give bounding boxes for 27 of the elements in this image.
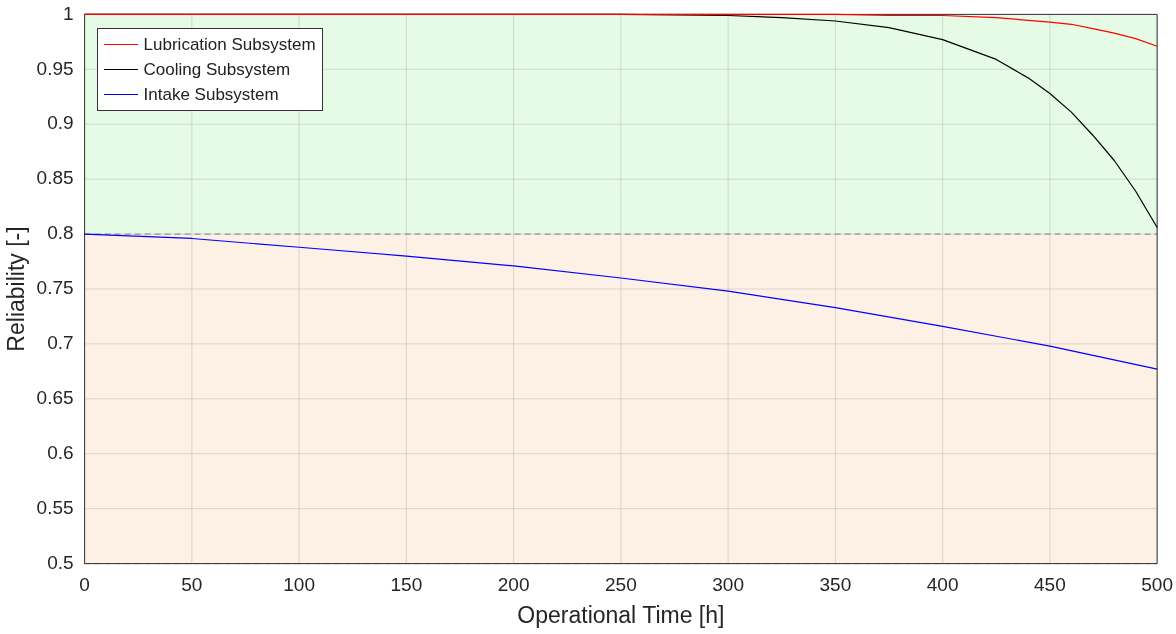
- y-axis-title: Reliability [-]: [3, 226, 30, 352]
- legend-label: Lubrication Subsystem: [143, 34, 316, 55]
- x-tick-label: 350: [819, 574, 852, 596]
- x-tick-label: 500: [1141, 574, 1173, 596]
- legend-label: Cooling Subsystem: [143, 59, 291, 80]
- x-tick-label: 250: [605, 574, 637, 596]
- x-tick-label: 450: [1034, 574, 1066, 596]
- x-tick-label: 100: [283, 574, 315, 596]
- y-tick-label: 0.6: [47, 441, 74, 463]
- y-tick-label: 0.75: [36, 277, 74, 299]
- y-tick-label: 0.55: [36, 496, 74, 518]
- y-tick-label: 0.5: [47, 551, 74, 573]
- y-tick-label: 0.85: [36, 167, 74, 189]
- y-tick-label: 0.8: [47, 222, 74, 244]
- legend-label: Intake Subsystem: [143, 84, 279, 105]
- x-tick-label: 50: [181, 574, 203, 596]
- y-tick-label: 0.65: [36, 387, 74, 409]
- y-tick-label: 1: [63, 2, 74, 24]
- y-tick-label: 0.95: [36, 57, 74, 79]
- x-tick-label: 0: [79, 574, 90, 596]
- y-tick-label: 0.7: [47, 332, 74, 354]
- y-tick-label: 0.9: [47, 112, 74, 134]
- x-tick-label: 400: [926, 574, 959, 596]
- x-axis-title: Operational Time [h]: [517, 601, 725, 628]
- x-tick-label: 200: [497, 574, 530, 596]
- x-tick-label: 300: [712, 574, 744, 596]
- x-tick-label: 150: [390, 574, 423, 596]
